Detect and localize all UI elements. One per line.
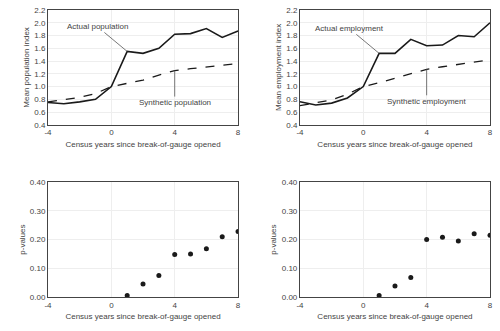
svg-text:1.4: 1.4 <box>34 57 46 66</box>
svg-text:0: 0 <box>109 128 114 137</box>
svg-text:Mean employment index: Mean employment index <box>274 24 283 111</box>
svg-text:2.0: 2.0 <box>34 19 46 28</box>
svg-text:1.8: 1.8 <box>34 31 46 40</box>
svg-text:0.6: 0.6 <box>286 108 298 117</box>
svg-text:0: 0 <box>361 128 366 137</box>
svg-text:8: 8 <box>236 301 241 310</box>
svg-text:0.40: 0.40 <box>282 178 298 187</box>
svg-text:Mean population index: Mean population index <box>22 27 31 108</box>
svg-text:p-values: p-values <box>269 224 278 254</box>
svg-text:1.4: 1.4 <box>286 57 298 66</box>
svg-text:p-values: p-values <box>18 224 27 254</box>
svg-text:0.10: 0.10 <box>282 264 298 273</box>
svg-text:1.6: 1.6 <box>286 44 298 53</box>
svg-text:0.10: 0.10 <box>30 264 46 273</box>
svg-text:0.4: 0.4 <box>34 121 46 130</box>
svg-text:0.4: 0.4 <box>286 121 298 130</box>
svg-text:0.8: 0.8 <box>34 95 46 104</box>
svg-text:0.30: 0.30 <box>282 207 298 216</box>
svg-text:0.20: 0.20 <box>282 235 298 244</box>
svg-text:8: 8 <box>488 128 493 137</box>
svg-text:0: 0 <box>109 301 114 310</box>
svg-text:-4: -4 <box>44 128 52 137</box>
svg-text:Census years since break-of-ga: Census years since break-of-gauge opened <box>65 312 220 321</box>
svg-text:Synthetic population: Synthetic population <box>139 98 211 107</box>
svg-text:Actual population: Actual population <box>67 22 128 31</box>
svg-text:4: 4 <box>424 128 429 137</box>
svg-text:8: 8 <box>488 301 493 310</box>
svg-text:0: 0 <box>361 301 366 310</box>
svg-text:2.0: 2.0 <box>286 19 298 28</box>
svg-text:-4: -4 <box>296 128 304 137</box>
svg-text:1.6: 1.6 <box>34 44 46 53</box>
svg-text:Census years since break-of-ga: Census years since break-of-gauge opened <box>317 140 472 149</box>
svg-text:4: 4 <box>172 128 177 137</box>
svg-text:1.2: 1.2 <box>34 70 46 79</box>
svg-text:0.40: 0.40 <box>30 178 46 187</box>
svg-text:-4: -4 <box>44 301 52 310</box>
svg-text:Census years since break-of-ga: Census years since break-of-gauge opened <box>317 312 472 321</box>
svg-text:0.6: 0.6 <box>34 108 46 117</box>
svg-text:4: 4 <box>172 301 177 310</box>
svg-text:Actual employment: Actual employment <box>315 24 384 33</box>
svg-text:Synthetic employment: Synthetic employment <box>387 97 466 106</box>
svg-text:1.0: 1.0 <box>34 82 46 91</box>
svg-text:8: 8 <box>236 128 241 137</box>
svg-text:0.00: 0.00 <box>30 293 46 302</box>
svg-text:1.2: 1.2 <box>286 70 298 79</box>
svg-text:-4: -4 <box>296 301 304 310</box>
svg-text:0.30: 0.30 <box>30 207 46 216</box>
svg-text:4: 4 <box>424 301 429 310</box>
svg-text:1.8: 1.8 <box>286 31 298 40</box>
svg-text:1.0: 1.0 <box>286 82 298 91</box>
svg-text:2.2: 2.2 <box>34 6 46 15</box>
svg-text:2.2: 2.2 <box>286 6 298 15</box>
svg-text:0.8: 0.8 <box>286 95 298 104</box>
svg-text:0.20: 0.20 <box>30 235 46 244</box>
svg-text:Census years since break-of-ga: Census years since break-of-gauge opened <box>65 140 220 149</box>
svg-text:0.00: 0.00 <box>282 293 298 302</box>
